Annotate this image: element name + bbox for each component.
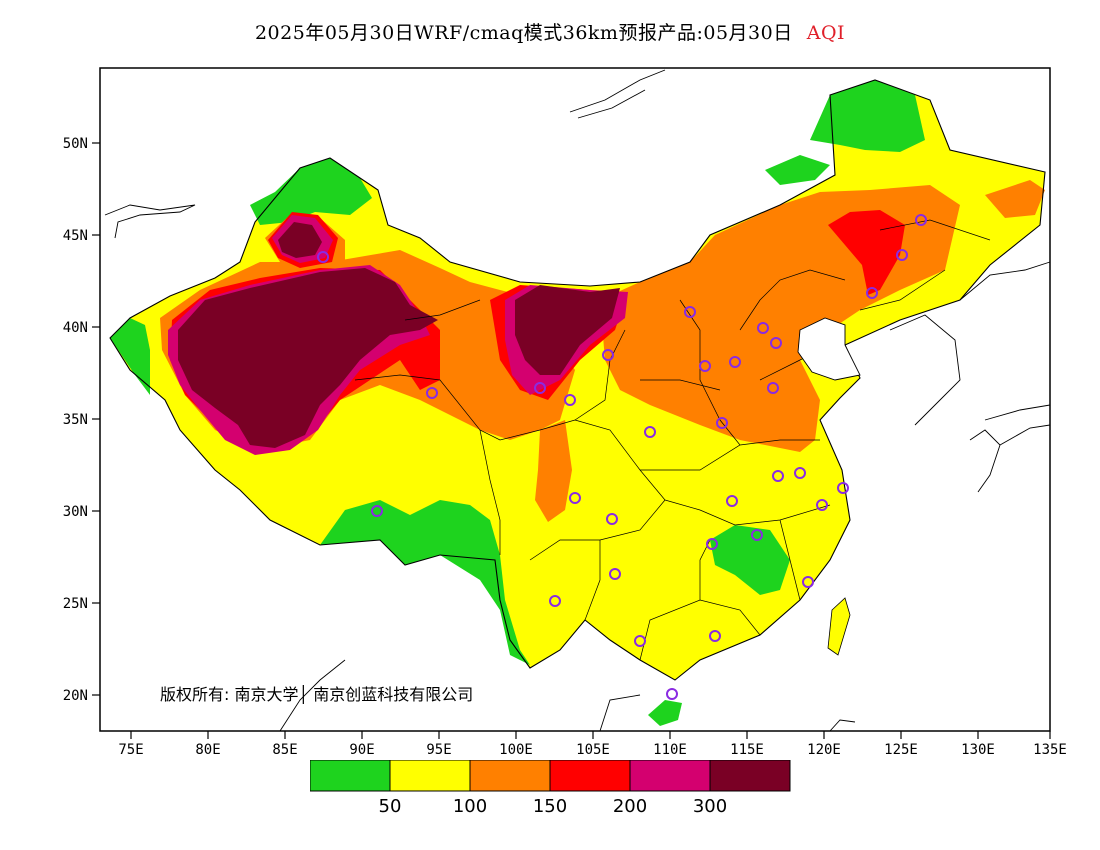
station-marker [802, 576, 814, 588]
longitude-axis: 75E 80E 85E 90E 95E 100E 105E 110E 115E 120E 125E 1… [118, 731, 1067, 758]
station-marker [549, 595, 561, 607]
station-marker [837, 482, 849, 494]
region-orange-ne-east [985, 180, 1045, 218]
station-marker [866, 287, 878, 299]
lat-tick-label: 50N [63, 136, 88, 152]
station-marker [896, 249, 908, 261]
lon-tick-label: 110E [653, 742, 687, 758]
lon-tick-label: 75E [118, 742, 143, 758]
legend-color-box [709, 760, 791, 792]
lat-tick-label: 20N [63, 688, 88, 704]
station-marker [534, 382, 546, 394]
lon-tick-label: 135E [1033, 742, 1067, 758]
station-marker [602, 349, 614, 361]
region-hazardous-gansu [515, 285, 620, 375]
station-marker [706, 538, 718, 550]
station-marker [772, 470, 784, 482]
legend-color-box [629, 760, 711, 792]
copyright-text: 版权所有: 南京大学│ 南京创蓝科技有限公司 [160, 685, 474, 704]
region-hazardous-xj-north [278, 222, 322, 258]
station-marker [794, 467, 806, 479]
station-marker [666, 688, 678, 700]
region-green-southeast [710, 525, 790, 595]
region-green-ne2 [765, 155, 830, 185]
map-title: 2025年05月30日WRF/cmaq模式36km预报产品:05月30日 AQI [0, 18, 1100, 45]
station-marker [770, 337, 782, 349]
region-taiwan [827, 597, 851, 656]
station-marker [816, 499, 828, 511]
station-marker [729, 356, 741, 368]
map-frame [99, 67, 1051, 732]
lat-tick-label: 35N [63, 412, 88, 428]
station-marker [317, 251, 329, 263]
lat-tick-label: 40N [63, 320, 88, 336]
legend-tick-label: 150 [533, 796, 567, 817]
region-green-xj-north [250, 158, 372, 225]
region-green-hainan [648, 700, 682, 726]
station-marker [751, 529, 763, 541]
lon-tick-label: 90E [349, 742, 374, 758]
lat-tick-label: 30N [63, 504, 88, 520]
station-marker [564, 394, 576, 406]
legend-color-box [310, 760, 391, 792]
station-marker [699, 360, 711, 372]
region-hazardous-taklimakan [178, 268, 438, 448]
region-orange-sichuan [535, 420, 572, 522]
legend-color-boxes [310, 760, 791, 792]
bohai-sea [797, 317, 861, 381]
latitude-axis: 50N 45N 40N 35N 30N 25N 20N [63, 136, 100, 704]
lon-tick-label: 125E [884, 742, 918, 758]
station-markers [317, 214, 927, 700]
region-green-tibet [320, 500, 530, 665]
station-marker [634, 635, 646, 647]
station-marker [569, 492, 581, 504]
region-red-ne [828, 210, 905, 295]
lon-tick-label: 130E [961, 742, 995, 758]
lat-tick-label: 45N [63, 228, 88, 244]
station-marker [726, 495, 738, 507]
legend-tick-label: 100 [453, 796, 487, 817]
region-green-xj-west [110, 318, 150, 395]
neighbor-outlines [104, 69, 1051, 732]
legend-tick-labels: 50 100 150 200 300 [379, 796, 728, 817]
station-marker [716, 417, 728, 429]
station-marker [915, 214, 927, 226]
station-marker [371, 505, 383, 517]
lat-tick-label: 25N [63, 596, 88, 612]
lon-tick-label: 85E [272, 742, 297, 758]
legend-color-box [549, 760, 631, 792]
station-marker [644, 426, 656, 438]
lon-tick-label: 95E [426, 742, 451, 758]
legend-tick-label: 200 [613, 796, 647, 817]
station-marker [609, 568, 621, 580]
station-marker [606, 513, 618, 525]
lon-tick-label: 100E [499, 742, 533, 758]
station-marker [709, 630, 721, 642]
region-green-ne [810, 80, 925, 152]
map-plot [100, 68, 1051, 732]
title-variable: AQI [806, 22, 846, 44]
station-marker [426, 387, 438, 399]
lon-tick-label: 115E [730, 742, 764, 758]
station-marker [757, 322, 769, 334]
lon-tick-label: 105E [576, 742, 610, 758]
title-text: 2025年05月30日WRF/cmaq模式36km预报产品:05月30日 [254, 22, 793, 44]
lon-tick-label: 120E [807, 742, 841, 758]
legend-tick-label: 50 [379, 796, 402, 817]
lon-tick-label: 80E [195, 742, 220, 758]
legend-color-box [389, 760, 471, 792]
aqi-legend: 50 100 150 200 300 [310, 760, 791, 817]
legend-color-box [469, 760, 551, 792]
station-marker [684, 306, 696, 318]
station-marker [767, 382, 779, 394]
legend-tick-label: 300 [693, 796, 727, 817]
